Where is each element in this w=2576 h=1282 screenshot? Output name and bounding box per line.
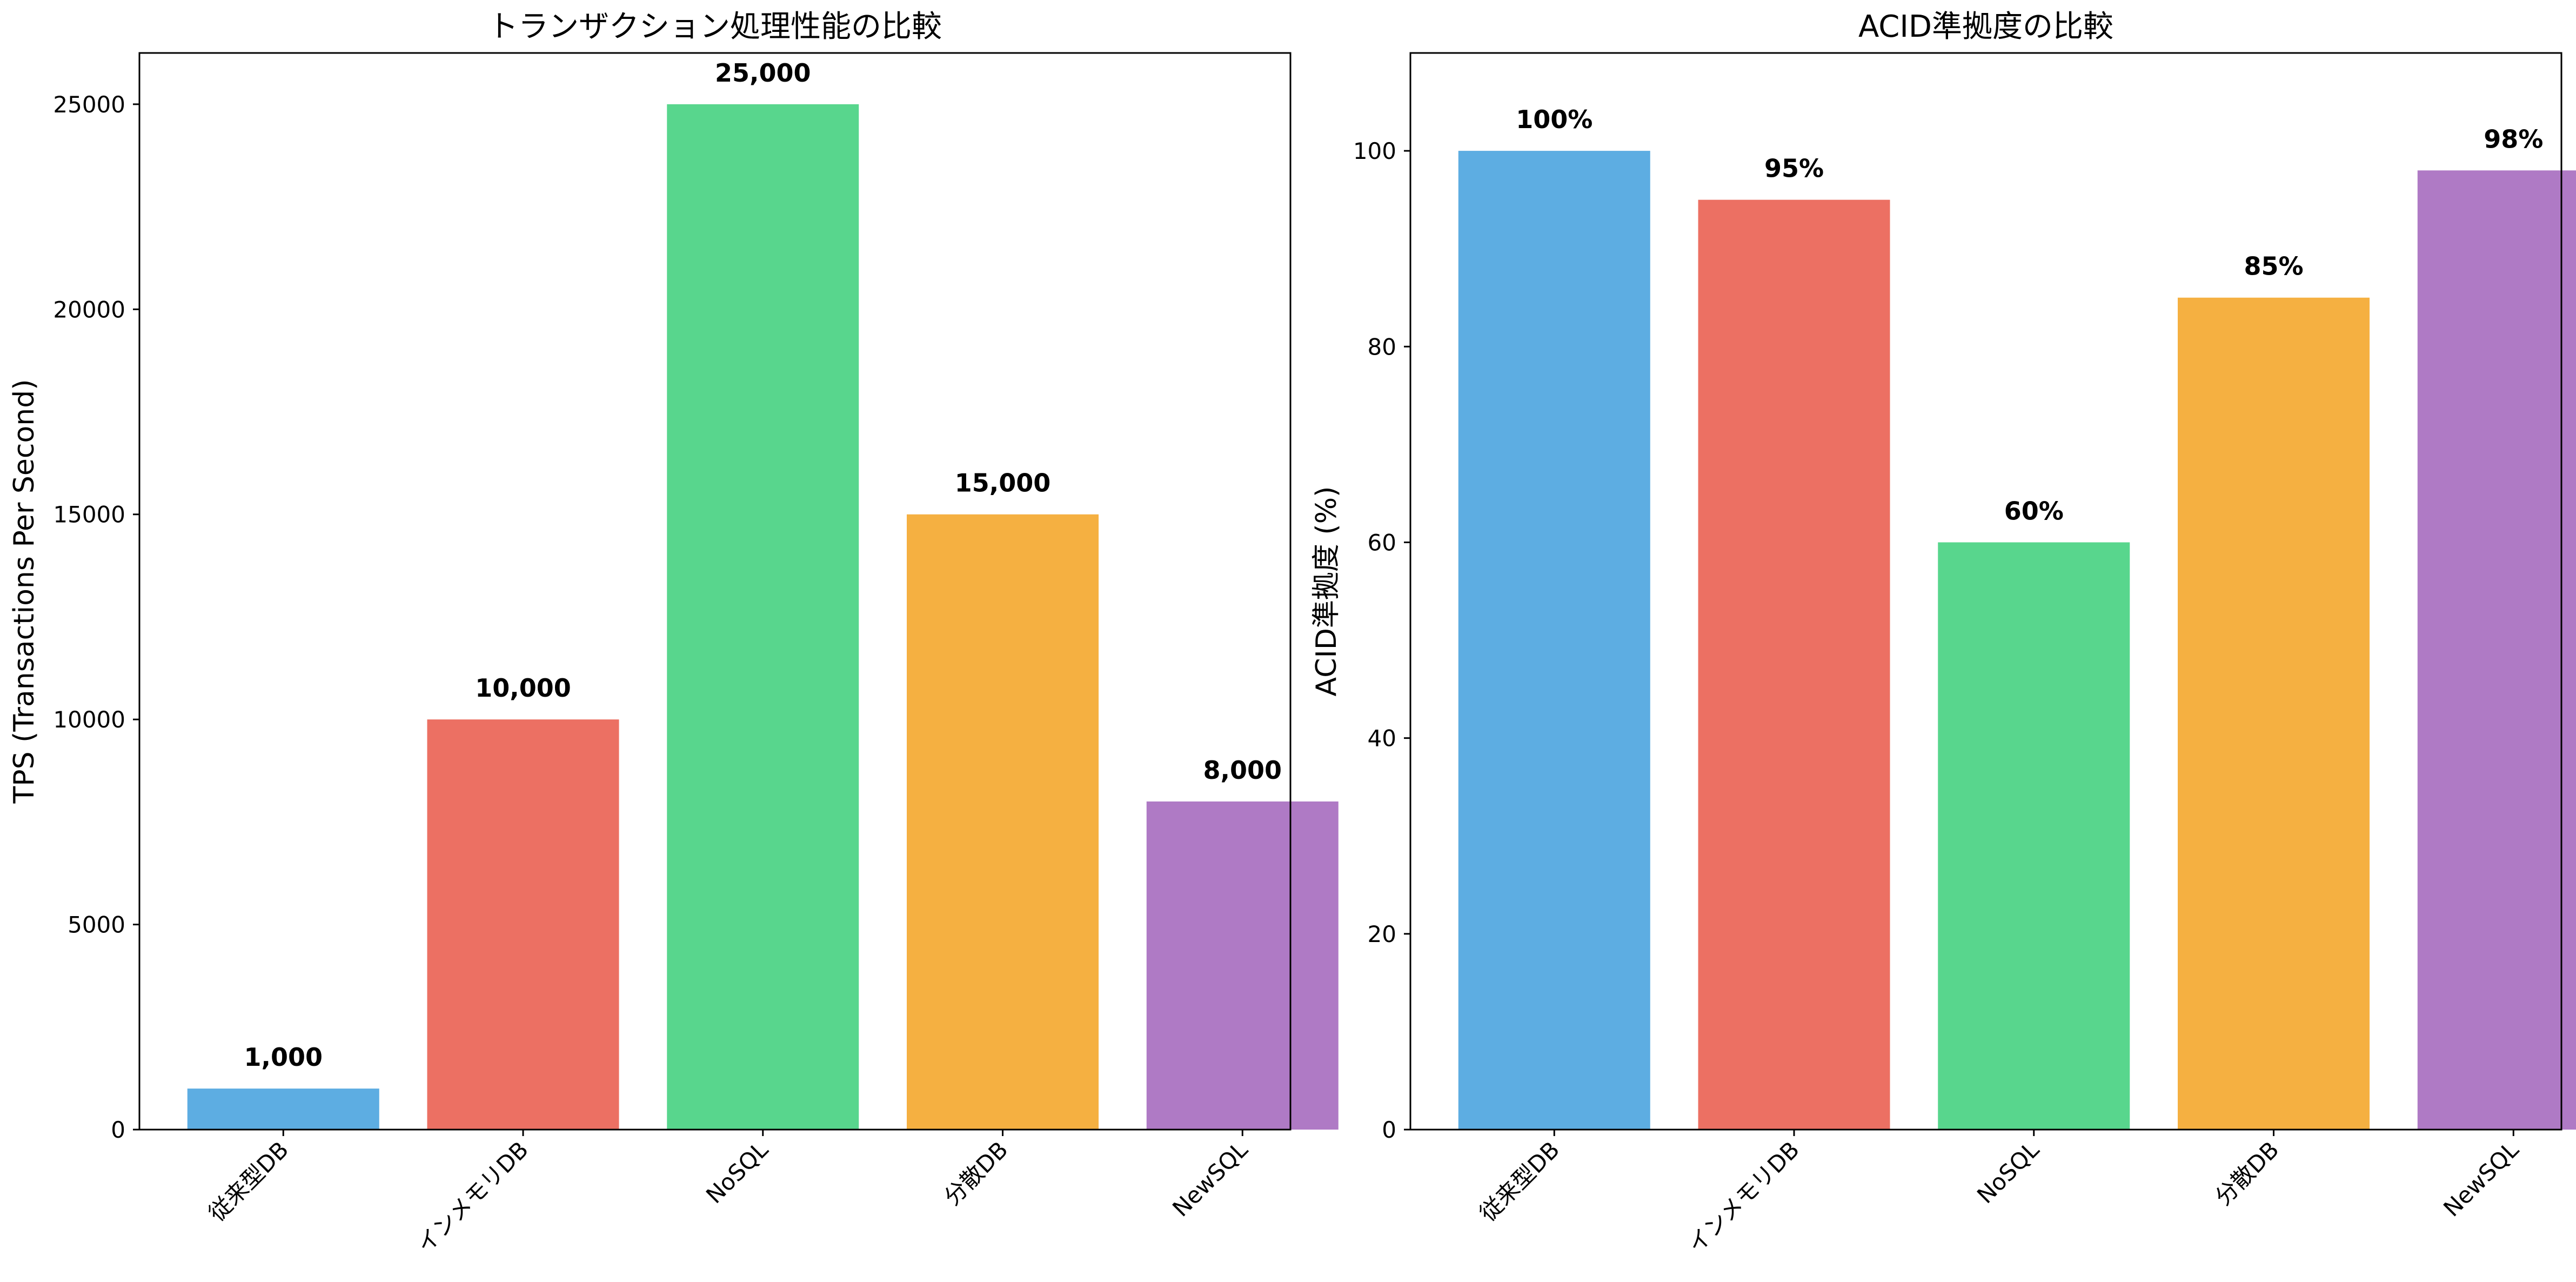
x-tick-label: 分散DB bbox=[939, 1136, 1013, 1210]
y-tick-label: 20000 bbox=[53, 296, 125, 323]
bar-value-label: 1,000 bbox=[244, 1043, 323, 1072]
x-tick-label: インメモリDB bbox=[1683, 1136, 1805, 1258]
tps-chart: トランザクション処理性能の比較 TPS (Transactions Per Sec… bbox=[8, 9, 1339, 1258]
y-axis-label: ACID準拠度 (%) bbox=[1310, 486, 1343, 697]
bar-value-label: 25,000 bbox=[715, 58, 811, 88]
x-tick-label: 分散DB bbox=[2210, 1136, 2284, 1210]
chart-title: ACID準拠度の比較 bbox=[1858, 9, 2113, 44]
bar-value-label: 100% bbox=[1516, 105, 1593, 134]
bar-value-label: 10,000 bbox=[475, 673, 571, 703]
bar-value-label: 15,000 bbox=[955, 469, 1051, 498]
y-tick-label: 25000 bbox=[53, 91, 125, 118]
chart-title: トランザクション処理性能の比較 bbox=[488, 9, 942, 44]
y-tick-label: 40 bbox=[1368, 725, 1396, 752]
bar-value-label: 8,000 bbox=[1203, 756, 1282, 785]
bar-1 bbox=[427, 719, 619, 1130]
y-tick-label: 20 bbox=[1368, 921, 1396, 947]
bar-2 bbox=[1938, 542, 2130, 1130]
bar-4 bbox=[2417, 170, 2576, 1130]
bar-1 bbox=[1698, 199, 1890, 1130]
bar-value-label: 60% bbox=[2004, 496, 2064, 525]
x-tick-label: 従来型DB bbox=[203, 1136, 293, 1226]
x-tick-label: NoSQL bbox=[1972, 1136, 2044, 1208]
x-tick-label: NoSQL bbox=[701, 1136, 773, 1208]
y-tick-label: 0 bbox=[111, 1117, 125, 1143]
bar-0 bbox=[1458, 151, 1650, 1130]
bar-2 bbox=[667, 104, 859, 1130]
bar-value-label: 95% bbox=[1764, 154, 1824, 183]
y-tick-label: 100 bbox=[1353, 138, 1396, 164]
axes-frame bbox=[138, 52, 1292, 1131]
bar-value-label: 98% bbox=[2484, 124, 2543, 153]
y-tick-label: 80 bbox=[1368, 333, 1396, 360]
y-tick-label: 10000 bbox=[53, 706, 125, 733]
bar-3 bbox=[2178, 297, 2370, 1130]
x-tick-label: NewSQL bbox=[2438, 1136, 2524, 1222]
y-tick-label: 5000 bbox=[68, 912, 125, 938]
bar-3 bbox=[907, 514, 1099, 1130]
y-tick-label: 60 bbox=[1368, 529, 1396, 556]
y-tick-label: 0 bbox=[1382, 1117, 1396, 1143]
bar-0 bbox=[187, 1089, 379, 1130]
acid-chart: ACID準拠度の比較 ACID準拠度 (%) 100% 95% 60% 85% 98% 0 20… bbox=[1310, 9, 2576, 1258]
axes-frame bbox=[1409, 52, 2562, 1131]
bar-value-label: 85% bbox=[2244, 252, 2303, 281]
y-tick-label: 15000 bbox=[53, 502, 125, 528]
x-tick-label: NewSQL bbox=[1167, 1136, 1253, 1222]
y-axis-label: TPS (Transactions Per Second) bbox=[8, 379, 41, 804]
x-tick-label: インメモリDB bbox=[412, 1136, 534, 1258]
bar-4 bbox=[1146, 801, 1339, 1130]
x-tick-label: 従来型DB bbox=[1474, 1136, 1564, 1226]
